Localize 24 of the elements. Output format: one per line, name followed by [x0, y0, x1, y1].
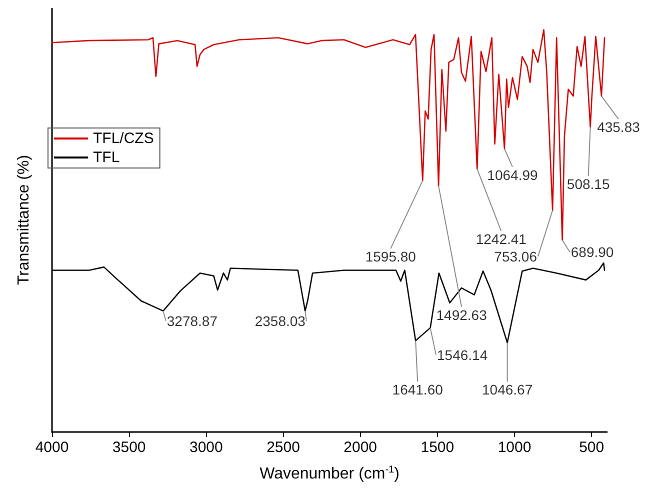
annotation: 689.90 — [570, 244, 614, 260]
x-tick-label: 1500 — [420, 439, 454, 456]
x-tick-label: 2000 — [344, 439, 378, 456]
annotation: 1492.63 — [436, 306, 488, 323]
annotation: 435.83 — [597, 119, 640, 136]
x-tick-label: 2500 — [266, 439, 300, 456]
legend-label: TFL/CZS — [93, 130, 154, 147]
x-tick-label: 500 — [579, 439, 604, 456]
legend-label: TFL — [93, 149, 120, 166]
x-tick-label: 3500 — [112, 439, 146, 456]
annotation: 1064.99 — [487, 166, 538, 183]
annotation: 1046.67 — [482, 382, 533, 398]
annotation: 753.06 — [494, 248, 538, 264]
annotation: 3278.87 — [166, 312, 218, 329]
y-axis-title: Transmittance (%) — [16, 154, 32, 286]
x-tick-label: 1000 — [498, 439, 532, 456]
annotation: 1595.80 — [365, 248, 416, 265]
x-tick-label: 4000 — [35, 439, 69, 456]
annotation: 2358.03 — [254, 312, 306, 329]
annotation: 1546.14 — [437, 346, 488, 363]
annotation: 1242.41 — [476, 230, 527, 247]
annotation: 1641.60 — [392, 382, 444, 398]
x-tick-label: 3000 — [189, 439, 223, 456]
annotation: 508.15 — [566, 176, 610, 192]
